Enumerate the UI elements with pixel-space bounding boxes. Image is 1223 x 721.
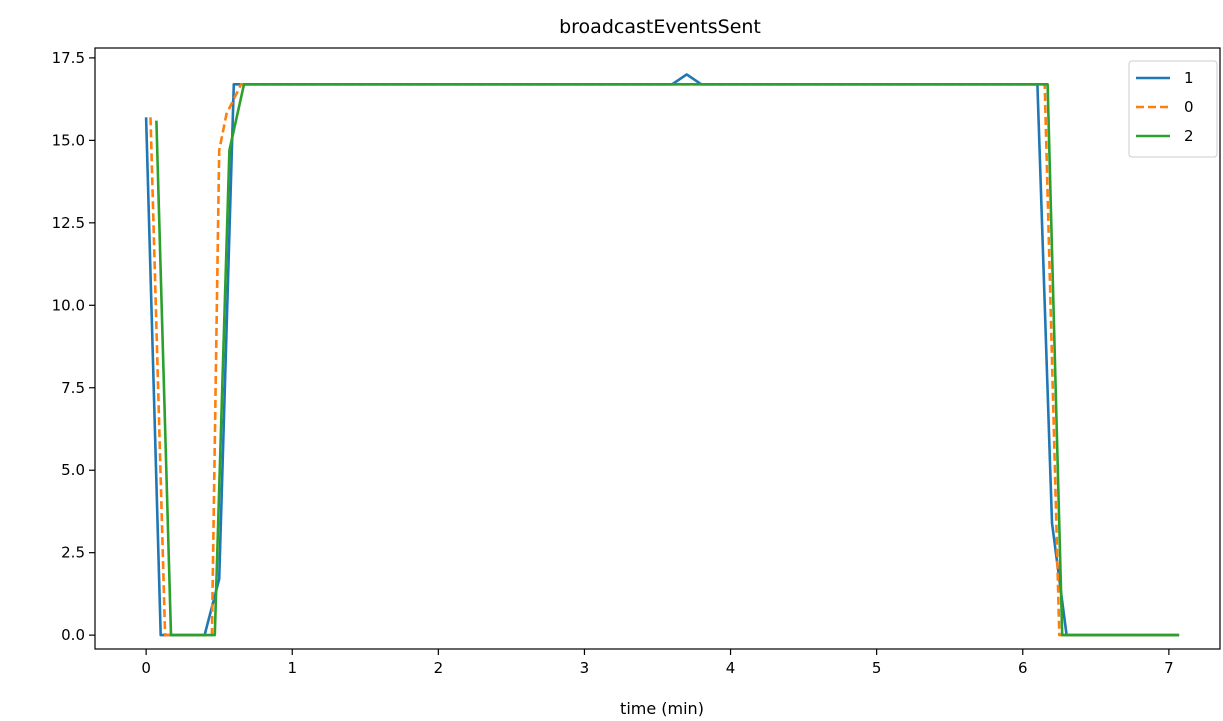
chart-title: broadcastEventsSent bbox=[559, 16, 761, 38]
legend: 1 0 2 bbox=[1128, 60, 1218, 158]
legend-label: 0 bbox=[1184, 98, 1194, 116]
legend-label: 2 bbox=[1184, 127, 1194, 145]
x-tick-label: 7 bbox=[1164, 659, 1174, 677]
y-tick-label: 7.5 bbox=[61, 379, 85, 397]
series-line-1 bbox=[144, 73, 1180, 637]
legend-label: 1 bbox=[1184, 69, 1194, 87]
x-tick-label: 0 bbox=[141, 659, 151, 677]
x-tick-label: 3 bbox=[580, 659, 590, 677]
x-axis-title: time (min) bbox=[620, 699, 704, 718]
y-tick-label: 12.5 bbox=[52, 214, 85, 232]
y-tick-label: 2.5 bbox=[61, 544, 85, 562]
plot-frame bbox=[94, 47, 1221, 650]
x-tick-label: 1 bbox=[287, 659, 297, 677]
series-line-2 bbox=[155, 83, 1180, 637]
x-tick-label: 4 bbox=[726, 659, 736, 677]
y-tick-label: 5.0 bbox=[61, 461, 85, 479]
plot-area bbox=[94, 47, 1221, 650]
x-tick-label: 6 bbox=[1018, 659, 1028, 677]
legend-box bbox=[1128, 60, 1218, 158]
x-tick-label: 2 bbox=[434, 659, 444, 677]
y-tick-label: 10.0 bbox=[52, 296, 85, 314]
series-line-0 bbox=[149, 83, 1180, 637]
y-tick-label: 15.0 bbox=[52, 131, 85, 149]
y-axis: 0.0 2.5 5.0 7.5 10.0 12.5 15.0 17.5 bbox=[52, 49, 95, 644]
x-tick-label: 5 bbox=[872, 659, 882, 677]
y-tick-label: 17.5 bbox=[52, 49, 85, 67]
x-axis: 0 1 2 3 4 5 6 7 bbox=[141, 649, 1174, 677]
y-tick-label: 0.0 bbox=[61, 626, 85, 644]
